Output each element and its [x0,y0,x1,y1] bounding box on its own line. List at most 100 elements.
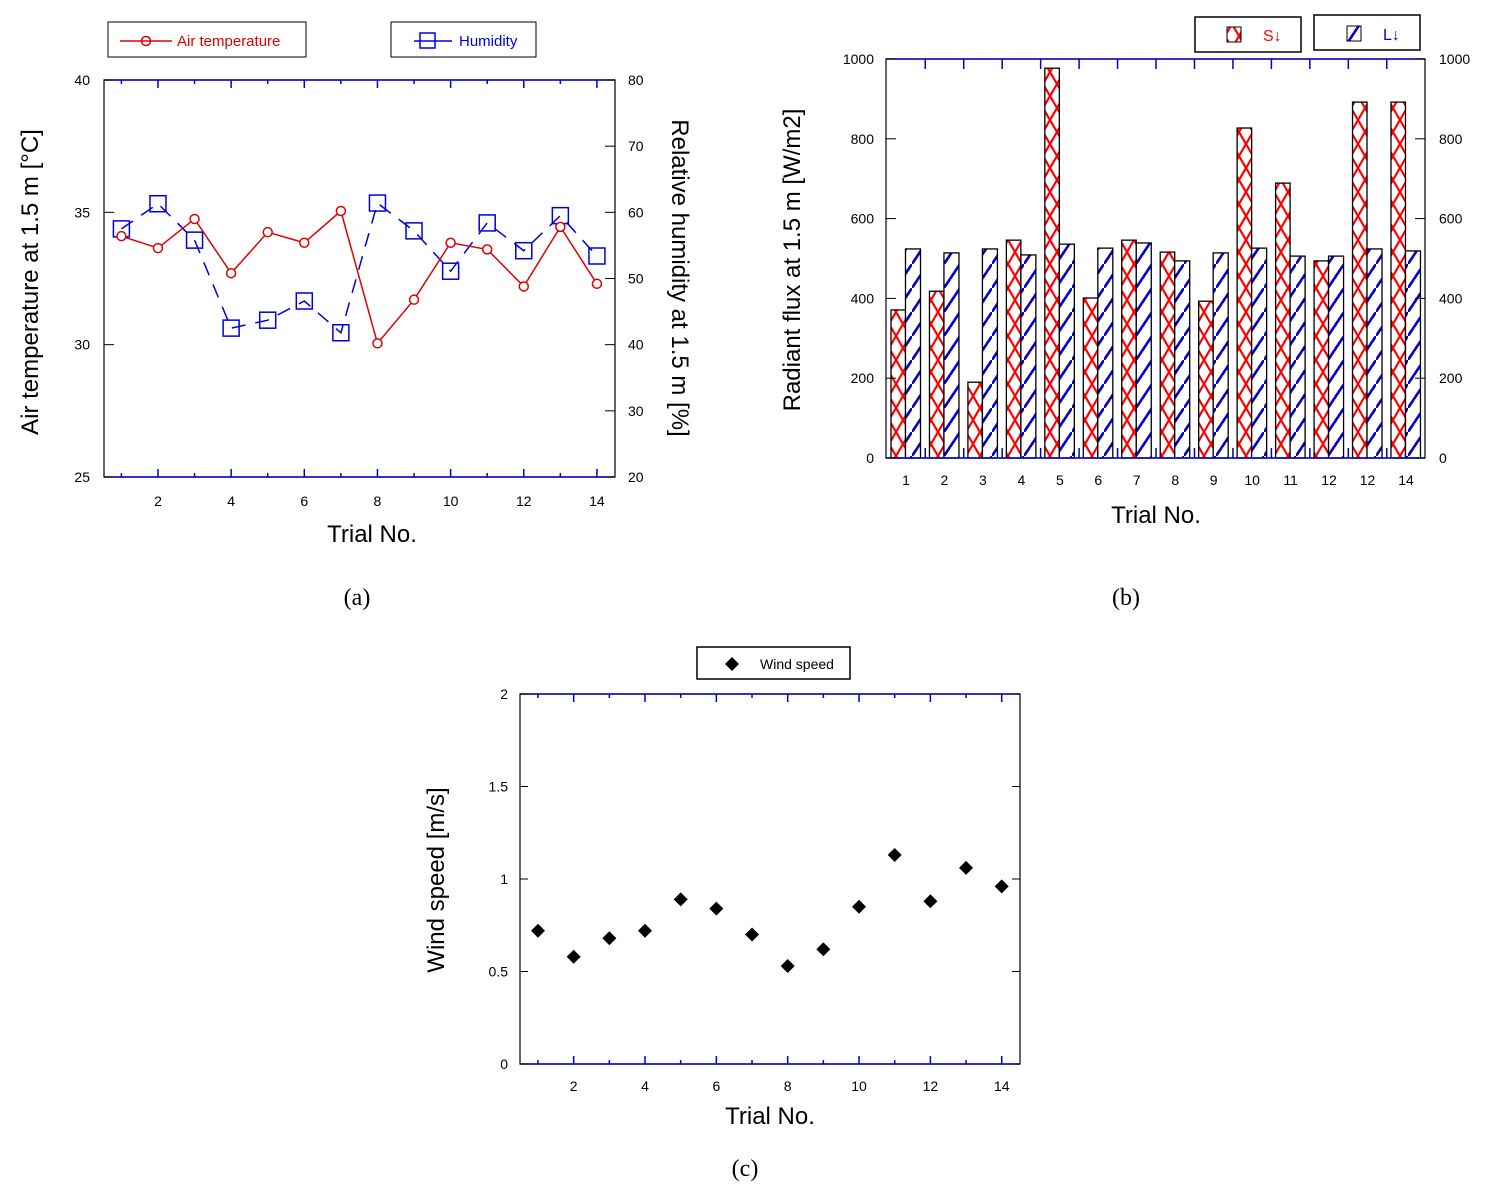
air-temperature-point [116,230,127,242]
l-down-bar [1250,247,1268,459]
legend-label: S↓ [1263,28,1282,45]
wind-speed-point [745,927,760,942]
s-down-bar [1351,101,1368,459]
s-down-bar [928,290,945,459]
y-axis-label-c: Wind speed [m/s] [423,787,450,972]
humidity-point [588,247,606,265]
crosshatch-swatch-icon [1226,26,1242,43]
x-tick-label: 6 [300,493,308,509]
y2-tick-label: 50 [628,271,644,287]
humidity-point [368,194,387,212]
x-tick-label: 14 [589,493,605,509]
air-temperature-point [408,294,420,305]
s-down-bar [1044,67,1060,459]
s-down-bar [1159,251,1176,459]
plot-area-c [519,693,1021,1065]
y-tick-label: 0.5 [489,964,509,980]
humidity-point [185,231,204,249]
x-tick-label: 4 [1017,472,1025,488]
x-tick-label: 10 [851,1078,867,1094]
x-axis-label-a: Trial No. [327,521,417,548]
l-down-bar [1174,260,1191,459]
x-tick-label: 10 [443,493,459,509]
legend-label: Wind speed [760,656,834,672]
air-temperature-point [225,267,237,279]
y2-tick-label: 60 [628,204,644,220]
x-axis-label-b: Trial No. [1111,502,1201,529]
chart-b: S↓ L↓ Trial No. Radiant flux at 1.5 m [W… [779,14,1470,611]
caption-b: (b) [1112,585,1140,611]
air-temperature-point [445,237,456,249]
air-temperature-point [262,226,273,238]
y-tick-label: 35 [74,204,90,220]
l-down-bar [1404,250,1422,459]
l-down-bar [1366,248,1383,459]
y2-tick-label: 0 [1439,450,1447,466]
wind-speed-point [673,892,688,907]
y-tick-label: 40 [74,72,90,88]
s-down-bar [1390,101,1407,459]
y2-tick-label: 70 [628,138,644,154]
wind-speed-point [816,942,831,957]
s-down-bar [1313,260,1330,459]
air-temperature-line [121,209,598,345]
x-tick-label: 6 [712,1078,720,1094]
y2-tick-label: 800 [1439,131,1463,147]
diamond-marker-icon [725,657,739,671]
y-tick-label: 0 [500,1056,508,1072]
wind-speed-point [602,931,617,946]
x-tick-label: 2 [154,493,162,509]
air-temperature-point [299,237,310,249]
humidity-point [258,311,277,329]
y2-tick-label: 1000 [1439,51,1470,67]
x-tick-label: 12 [516,493,532,509]
x-tick-label: 12 [1321,472,1337,488]
y2-tick-label: 20 [628,469,644,485]
s-down-bar [1005,239,1022,459]
air-temperature-point [372,338,383,349]
air-temperature-point [555,221,566,233]
l-down-bar [1135,242,1152,459]
legend-s-down: S↓ [1194,16,1302,53]
legend-label: Humidity [459,33,518,50]
s-down-bar [1274,182,1291,459]
x-tick-label: 4 [227,493,235,509]
humidity-point [441,262,460,280]
y-tick-label: 1 [500,871,508,887]
l-down-bar [1058,243,1075,459]
legend-air-temperature: Air temperature [107,21,307,58]
humidity-point [405,222,423,240]
s-down-bar [1082,297,1099,459]
y-axis-label-a: Air temperature at 1.5 m [°C] [17,129,44,435]
y2-tick-label: 40 [628,337,644,353]
l-down-bar [1097,247,1114,459]
y-tick-label: 30 [74,337,90,353]
air-temperature-point [518,281,530,292]
x-tick-label: 2 [941,472,949,488]
wind-speed-point [887,847,902,862]
s-down-bar [967,381,984,459]
x-tick-label: 12 [1360,472,1376,488]
y-tick-label: 600 [851,211,875,227]
wind-speed-point [531,923,545,938]
x-tick-label: 6 [1094,472,1102,488]
y-tick-label: 1000 [843,51,874,67]
x-tick-label: 10 [1244,472,1260,488]
legend-wind-speed: Wind speed [696,646,851,680]
diagonal-swatch-icon [1346,25,1362,42]
humidity-point [515,241,533,260]
air-temperature-point [481,244,493,255]
wind-speed-point [994,879,1009,894]
x-tick-label: 14 [1398,472,1414,488]
chart-c: Wind speed Trial No. Wind speed [m/s] (c… [423,646,1021,1182]
x-tick-label: 7 [1133,472,1141,488]
legend-label: Air temperature [177,33,280,50]
y2-axis-label-a: Relative humidity at 1.5 m [%] [666,119,693,436]
humidity-point [149,194,167,213]
l-down-bar [904,248,922,459]
humidity-point [222,319,240,337]
y-tick-label: 0 [866,450,874,466]
y-tick-label: 200 [851,370,875,386]
x-tick-label: 5 [1056,472,1064,488]
s-down-bar [890,309,907,459]
